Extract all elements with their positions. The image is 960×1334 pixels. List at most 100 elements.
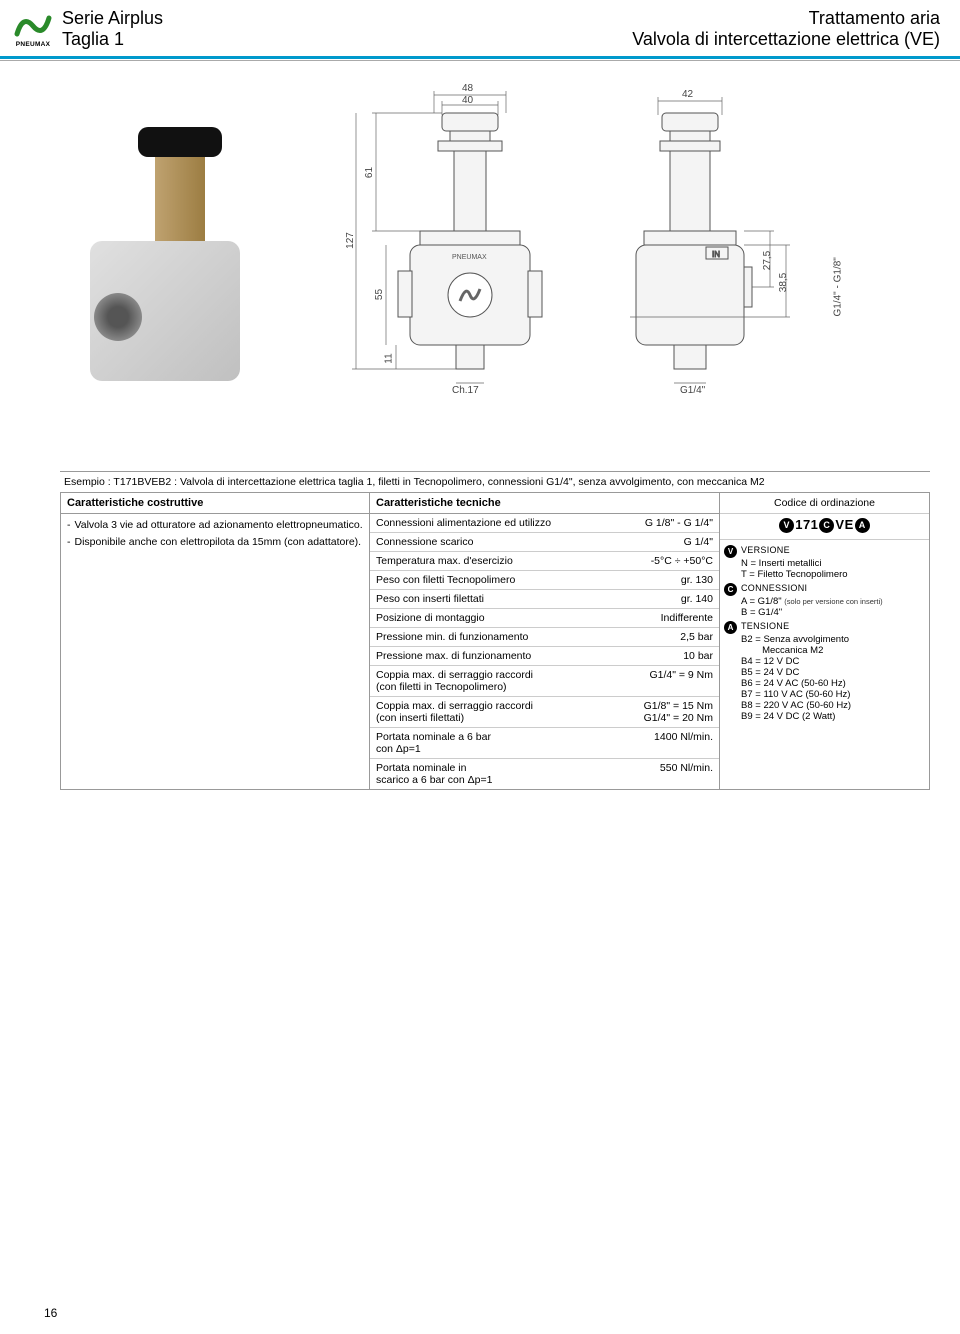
technical-row: Portata nominale a 6 barcon Δp=11400 Nl/… bbox=[370, 728, 719, 759]
order-option: B4 = 12 V DC bbox=[724, 656, 925, 667]
page-number: 16 bbox=[44, 1306, 57, 1320]
order-option: B2 = Senza avvolgimento Meccanica M2 bbox=[724, 634, 925, 656]
technical-row: Peso con inserti filettatigr. 140 bbox=[370, 590, 719, 609]
constructive-list: -Valvola 3 vie ad otturatore ad azioname… bbox=[61, 514, 369, 556]
technical-key: Pressione max. di funzionamento bbox=[370, 647, 613, 666]
technical-key: Coppia max. di serraggio raccordi(con fi… bbox=[370, 666, 613, 697]
constructive-column: Caratteristiche costruttive -Valvola 3 v… bbox=[60, 493, 370, 790]
constructive-item: -Disponibile anche con elettropilota da … bbox=[67, 535, 363, 549]
dim-width-knob: 40 bbox=[462, 95, 473, 106]
technical-key: Peso con inserti filettati bbox=[370, 590, 613, 609]
technical-value: 550 Nl/min. bbox=[613, 759, 719, 790]
header-left: PNEUMAX Serie Airplus Taglia 1 bbox=[10, 6, 163, 52]
technical-key: Connessioni alimentazione ed utilizzo bbox=[370, 514, 613, 533]
header-divider bbox=[0, 56, 960, 59]
dim-bottom-port: G1/4" bbox=[680, 385, 705, 396]
technical-value: 2,5 bar bbox=[613, 628, 719, 647]
technical-row: Temperatura max. d'esercizio-5°C ÷ +50°C bbox=[370, 552, 719, 571]
dim-side-width: 42 bbox=[682, 89, 693, 100]
order-section: C CONNESSIONI A = G1/8" (solo per versione… bbox=[724, 582, 925, 618]
technical-table: Connessioni alimentazione ed utilizzoG 1… bbox=[370, 514, 719, 789]
example-text: Esempio : T171BVEB2 : Valvola di interce… bbox=[60, 471, 930, 493]
technical-key: Portata nominale a 6 barcon Δp=1 bbox=[370, 728, 613, 759]
order-option: B6 = 24 V AC (50-60 Hz) bbox=[724, 678, 925, 689]
constructive-title: Caratteristiche costruttive bbox=[61, 493, 369, 514]
order-code-mid: VE bbox=[835, 517, 853, 532]
dim-width-top: 48 bbox=[462, 83, 473, 94]
dim-height-total: 127 bbox=[345, 232, 356, 249]
technical-column: Caratteristiche tecniche Connessioni ali… bbox=[370, 493, 720, 790]
order-option: N = Inserti metallici bbox=[724, 558, 925, 569]
order-title: Codice di ordinazione bbox=[720, 493, 929, 514]
diagram-area: PNEUMAX bbox=[60, 71, 930, 461]
order-section-header: V VERSIONE bbox=[724, 544, 925, 558]
technical-key: Temperatura max. d'esercizio bbox=[370, 552, 613, 571]
order-code: V171CVEA bbox=[720, 514, 929, 540]
order-section-header: C CONNESSIONI bbox=[724, 582, 925, 596]
order-marker-c: C bbox=[819, 518, 834, 533]
technical-key: Connessione scarico bbox=[370, 533, 613, 552]
technical-key: Pressione min. di funzionamento bbox=[370, 628, 613, 647]
technical-row: Coppia max. di serraggio raccordi(con fi… bbox=[370, 666, 719, 697]
dim-side-offset: 27,5 bbox=[762, 251, 773, 270]
technical-key: Posizione di montaggio bbox=[370, 609, 613, 628]
order-marker-a: A bbox=[855, 518, 870, 533]
header-titles: Serie Airplus Taglia 1 bbox=[62, 6, 163, 50]
technical-value: Indifferente bbox=[613, 609, 719, 628]
order-details: V VERSIONE N = Inserti metalliciT = Filett… bbox=[720, 540, 929, 728]
technical-row: Connessione scaricoG 1/4" bbox=[370, 533, 719, 552]
size-label: Taglia 1 bbox=[62, 29, 163, 50]
technical-value: gr. 130 bbox=[613, 571, 719, 590]
technical-value: G1/8" = 15 NmG1/4" = 20 Nm bbox=[613, 697, 719, 728]
technical-row: Pressione min. di funzionamento2,5 bar bbox=[370, 628, 719, 647]
dim-side-depth: 38,5 bbox=[778, 273, 789, 292]
order-section-title: CONNESSIONI bbox=[741, 582, 807, 594]
technical-value: gr. 140 bbox=[613, 590, 719, 609]
order-letter-icon: V bbox=[724, 545, 737, 558]
brand-name: PNEUMAX bbox=[16, 41, 51, 48]
order-section: A TENSIONE B2 = Senza avvolgimento Meccani… bbox=[724, 620, 925, 722]
technical-value: G1/4" = 9 Nm bbox=[613, 666, 719, 697]
technical-row: Connessioni alimentazione ed utilizzoG 1… bbox=[370, 514, 719, 533]
order-marker-v: V bbox=[779, 518, 794, 533]
order-section-title: VERSIONE bbox=[741, 544, 790, 556]
order-section-header: A TENSIONE bbox=[724, 620, 925, 634]
order-option: B5 = 24 V DC bbox=[724, 667, 925, 678]
order-option: B = G1/4" bbox=[724, 607, 925, 618]
brand-logo: PNEUMAX bbox=[10, 6, 56, 52]
order-section: V VERSIONE N = Inserti metalliciT = Filett… bbox=[724, 544, 925, 580]
technical-row: Portata nominale inscarico a 6 bar con Δ… bbox=[370, 759, 719, 790]
order-option: A = G1/8" (solo per versione con inserti… bbox=[724, 596, 925, 607]
constructive-item: -Valvola 3 vie ad otturatore ad azioname… bbox=[67, 518, 363, 532]
order-letter-icon: C bbox=[724, 583, 737, 596]
technical-row: Posizione di montaggioIndifferente bbox=[370, 609, 719, 628]
series-label: Serie Airplus bbox=[62, 8, 163, 29]
dim-height-body: 55 bbox=[374, 289, 385, 300]
technical-key: Portata nominale inscarico a 6 bar con Δ… bbox=[370, 759, 613, 790]
technical-row: Peso con filetti Tecnopolimerogr. 130 bbox=[370, 571, 719, 590]
order-option: T = Filetto Tecnopolimero bbox=[724, 569, 925, 580]
order-code-prefix: 171 bbox=[795, 517, 818, 532]
product-photo bbox=[60, 91, 270, 381]
svg-text:PNEUMAX: PNEUMAX bbox=[452, 254, 487, 261]
dim-wrench: Ch.17 bbox=[452, 385, 479, 396]
columns: Caratteristiche costruttive -Valvola 3 v… bbox=[60, 493, 930, 790]
dim-base: 11 bbox=[384, 353, 395, 363]
order-section-title: TENSIONE bbox=[741, 620, 789, 632]
order-option: B8 = 220 V AC (50-60 Hz) bbox=[724, 700, 925, 711]
technical-drawings: PNEUMAX bbox=[320, 71, 930, 461]
header-right: Trattamento aria Valvola di intercettazi… bbox=[632, 6, 940, 50]
technical-value: 10 bar bbox=[613, 647, 719, 666]
technical-row: Pressione max. di funzionamento10 bar bbox=[370, 647, 719, 666]
treatment-label: Trattamento aria bbox=[632, 8, 940, 29]
technical-value: -5°C ÷ +50°C bbox=[613, 552, 719, 571]
svg-text:IN: IN bbox=[712, 250, 720, 259]
order-option: B7 = 110 V AC (50-60 Hz) bbox=[724, 689, 925, 700]
product-label: Valvola di intercettazione elettrica (VE… bbox=[632, 29, 940, 50]
technical-value: G 1/8" - G 1/4" bbox=[613, 514, 719, 533]
technical-key: Coppia max. di serraggio raccordi(con in… bbox=[370, 697, 613, 728]
dim-port-label: G1/4" - G1/8" bbox=[833, 237, 844, 317]
order-letter-icon: A bbox=[724, 621, 737, 634]
order-column: Codice di ordinazione V171CVEA VVERSIONE… bbox=[720, 493, 930, 790]
technical-row: Coppia max. di serraggio raccordi(con in… bbox=[370, 697, 719, 728]
